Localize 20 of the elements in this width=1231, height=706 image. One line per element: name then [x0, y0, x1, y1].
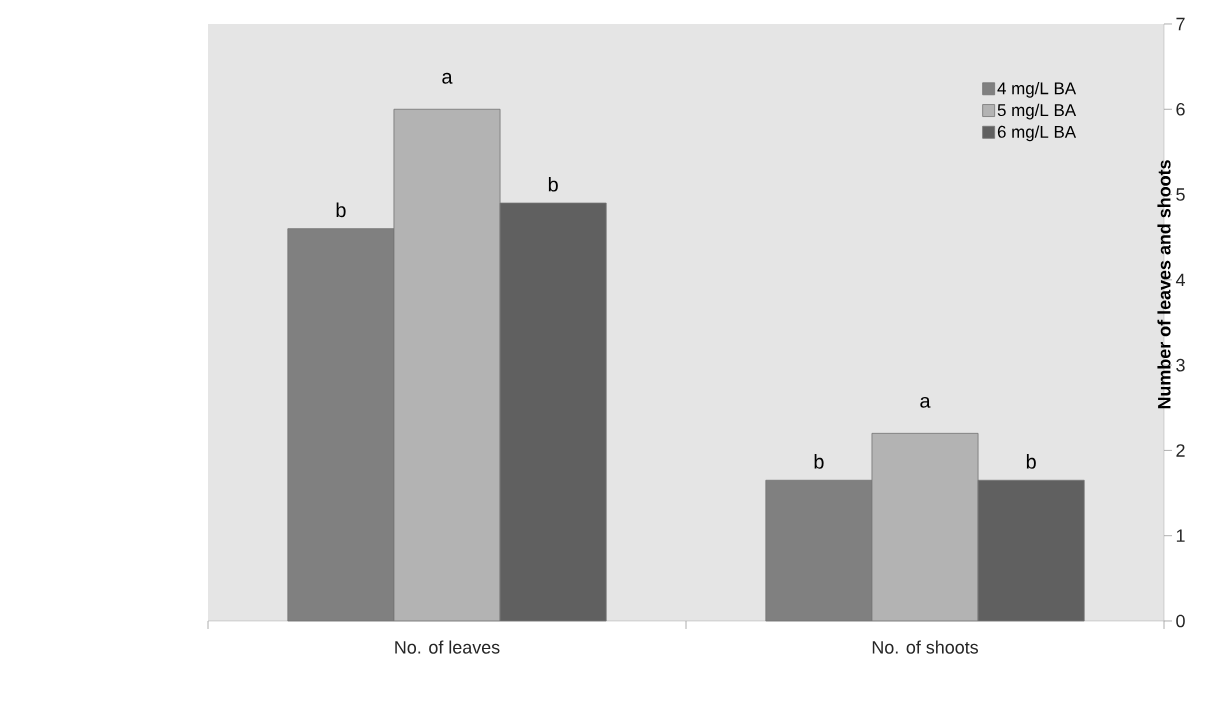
legend-label: 6 mg/L BA [997, 125, 1077, 142]
legend-label: 5 mg/L BA [997, 103, 1077, 120]
y-tick-label: 0 [1176, 614, 1185, 628]
y-tick-label: 7 [1176, 17, 1185, 31]
x-tick-label: No. of shoots [872, 640, 979, 654]
y-tick-label: 3 [1176, 358, 1185, 372]
y-tick-label: 6 [1176, 102, 1185, 116]
annotation: b [548, 176, 558, 192]
y-tick-label: 4 [1175, 273, 1185, 287]
annotation: a [442, 72, 453, 84]
y-tick-label: 2 [1176, 444, 1185, 457]
annotation: b [336, 202, 346, 218]
legend-label: 4 mg/L BA [997, 81, 1077, 98]
annotation: b [1026, 454, 1036, 469]
x-tick-label: No. of leaves [395, 640, 500, 654]
annotation: a [920, 396, 931, 408]
y-axis-title: Number of leaves and shoots [1157, 160, 1171, 409]
y-tick-label: 1 [1176, 529, 1185, 542]
y-tick-label: 5 [1176, 188, 1185, 201]
annotation: b [814, 454, 824, 469]
